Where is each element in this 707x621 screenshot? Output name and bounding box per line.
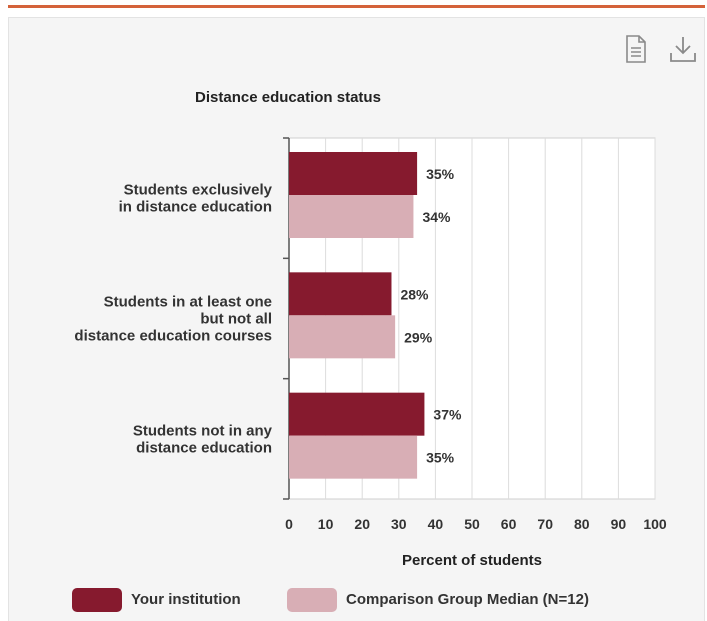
- legend-label-comparison: Comparison Group Median (N=12): [346, 591, 589, 608]
- chart-panel: [8, 17, 705, 621]
- legend-item-your-institution[interactable]: Your institution: [72, 586, 282, 614]
- legend-swatch-comparison: [287, 588, 337, 612]
- download-icon[interactable]: [668, 34, 698, 64]
- legend: Your institution Comparison Group Median…: [72, 586, 672, 614]
- document-icon[interactable]: [624, 34, 648, 64]
- legend-swatch-your-institution: [72, 588, 122, 612]
- accent-bar: [8, 5, 705, 8]
- legend-item-comparison[interactable]: Comparison Group Median (N=12): [287, 586, 672, 614]
- legend-label-your-institution: Your institution: [131, 591, 241, 608]
